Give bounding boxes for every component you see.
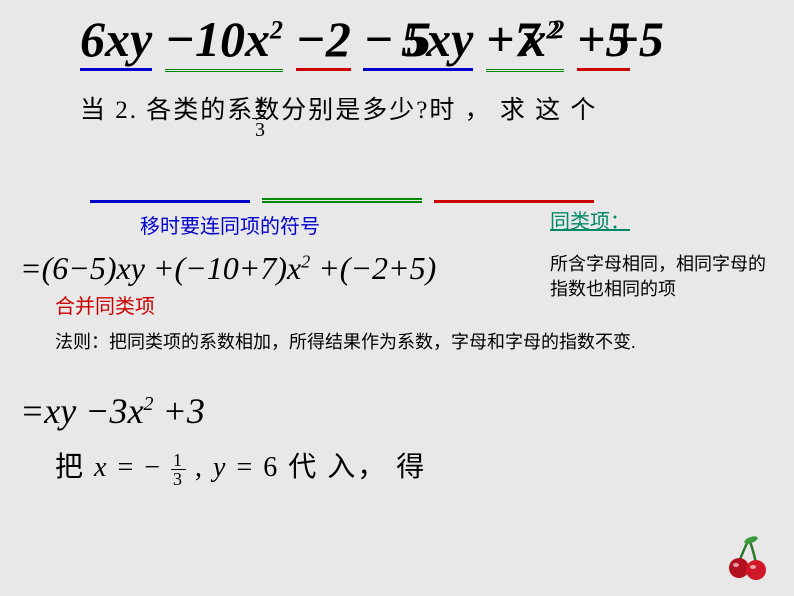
merge-like-terms-label: 合并同类项 <box>55 290 155 319</box>
note-move-sign: 移时要连同项的符号 <box>140 210 320 239</box>
red-bar <box>434 200 594 203</box>
note-like-terms: 同类项： <box>550 205 630 234</box>
color-legend-bars <box>90 190 602 208</box>
cherries-icon <box>724 534 774 584</box>
term-6xy: 6xy <box>80 10 152 71</box>
blue-bar <box>90 200 250 203</box>
top-expression: 6xy −10x2 −2 − 55xy +7x22 +5+5 <box>80 10 664 72</box>
equation-step2: =xy −3x2 +3 <box>20 390 205 432</box>
equation-step1: =(6−5)xy +(−10+7)x2 +(−2+5) <box>20 250 436 287</box>
term-neg2: −2 <box>296 10 351 71</box>
term-7x2: +7x22 <box>486 10 565 72</box>
term-neg10x2: −10x2 <box>165 10 283 72</box>
substitution-line: 把 x = − 13 , y = 6 代 入， 得 <box>55 445 426 488</box>
term-neg5xy: − 55xy <box>363 10 473 71</box>
rule-text: 法则：把同类项的系数相加，所得结果作为系数，字母和字母的指数不变. <box>55 330 735 355</box>
frac-1-3-sub: 13 <box>171 451 186 488</box>
frac-1-3: 13 <box>252 95 268 142</box>
green-bar <box>262 198 422 203</box>
like-terms-definition: 所含字母相同，相同字母的指数也相同的项 <box>550 252 770 302</box>
question-line: 当 2. 各类的系数分别是多少?时 ， 求 这 个 <box>80 90 597 126</box>
